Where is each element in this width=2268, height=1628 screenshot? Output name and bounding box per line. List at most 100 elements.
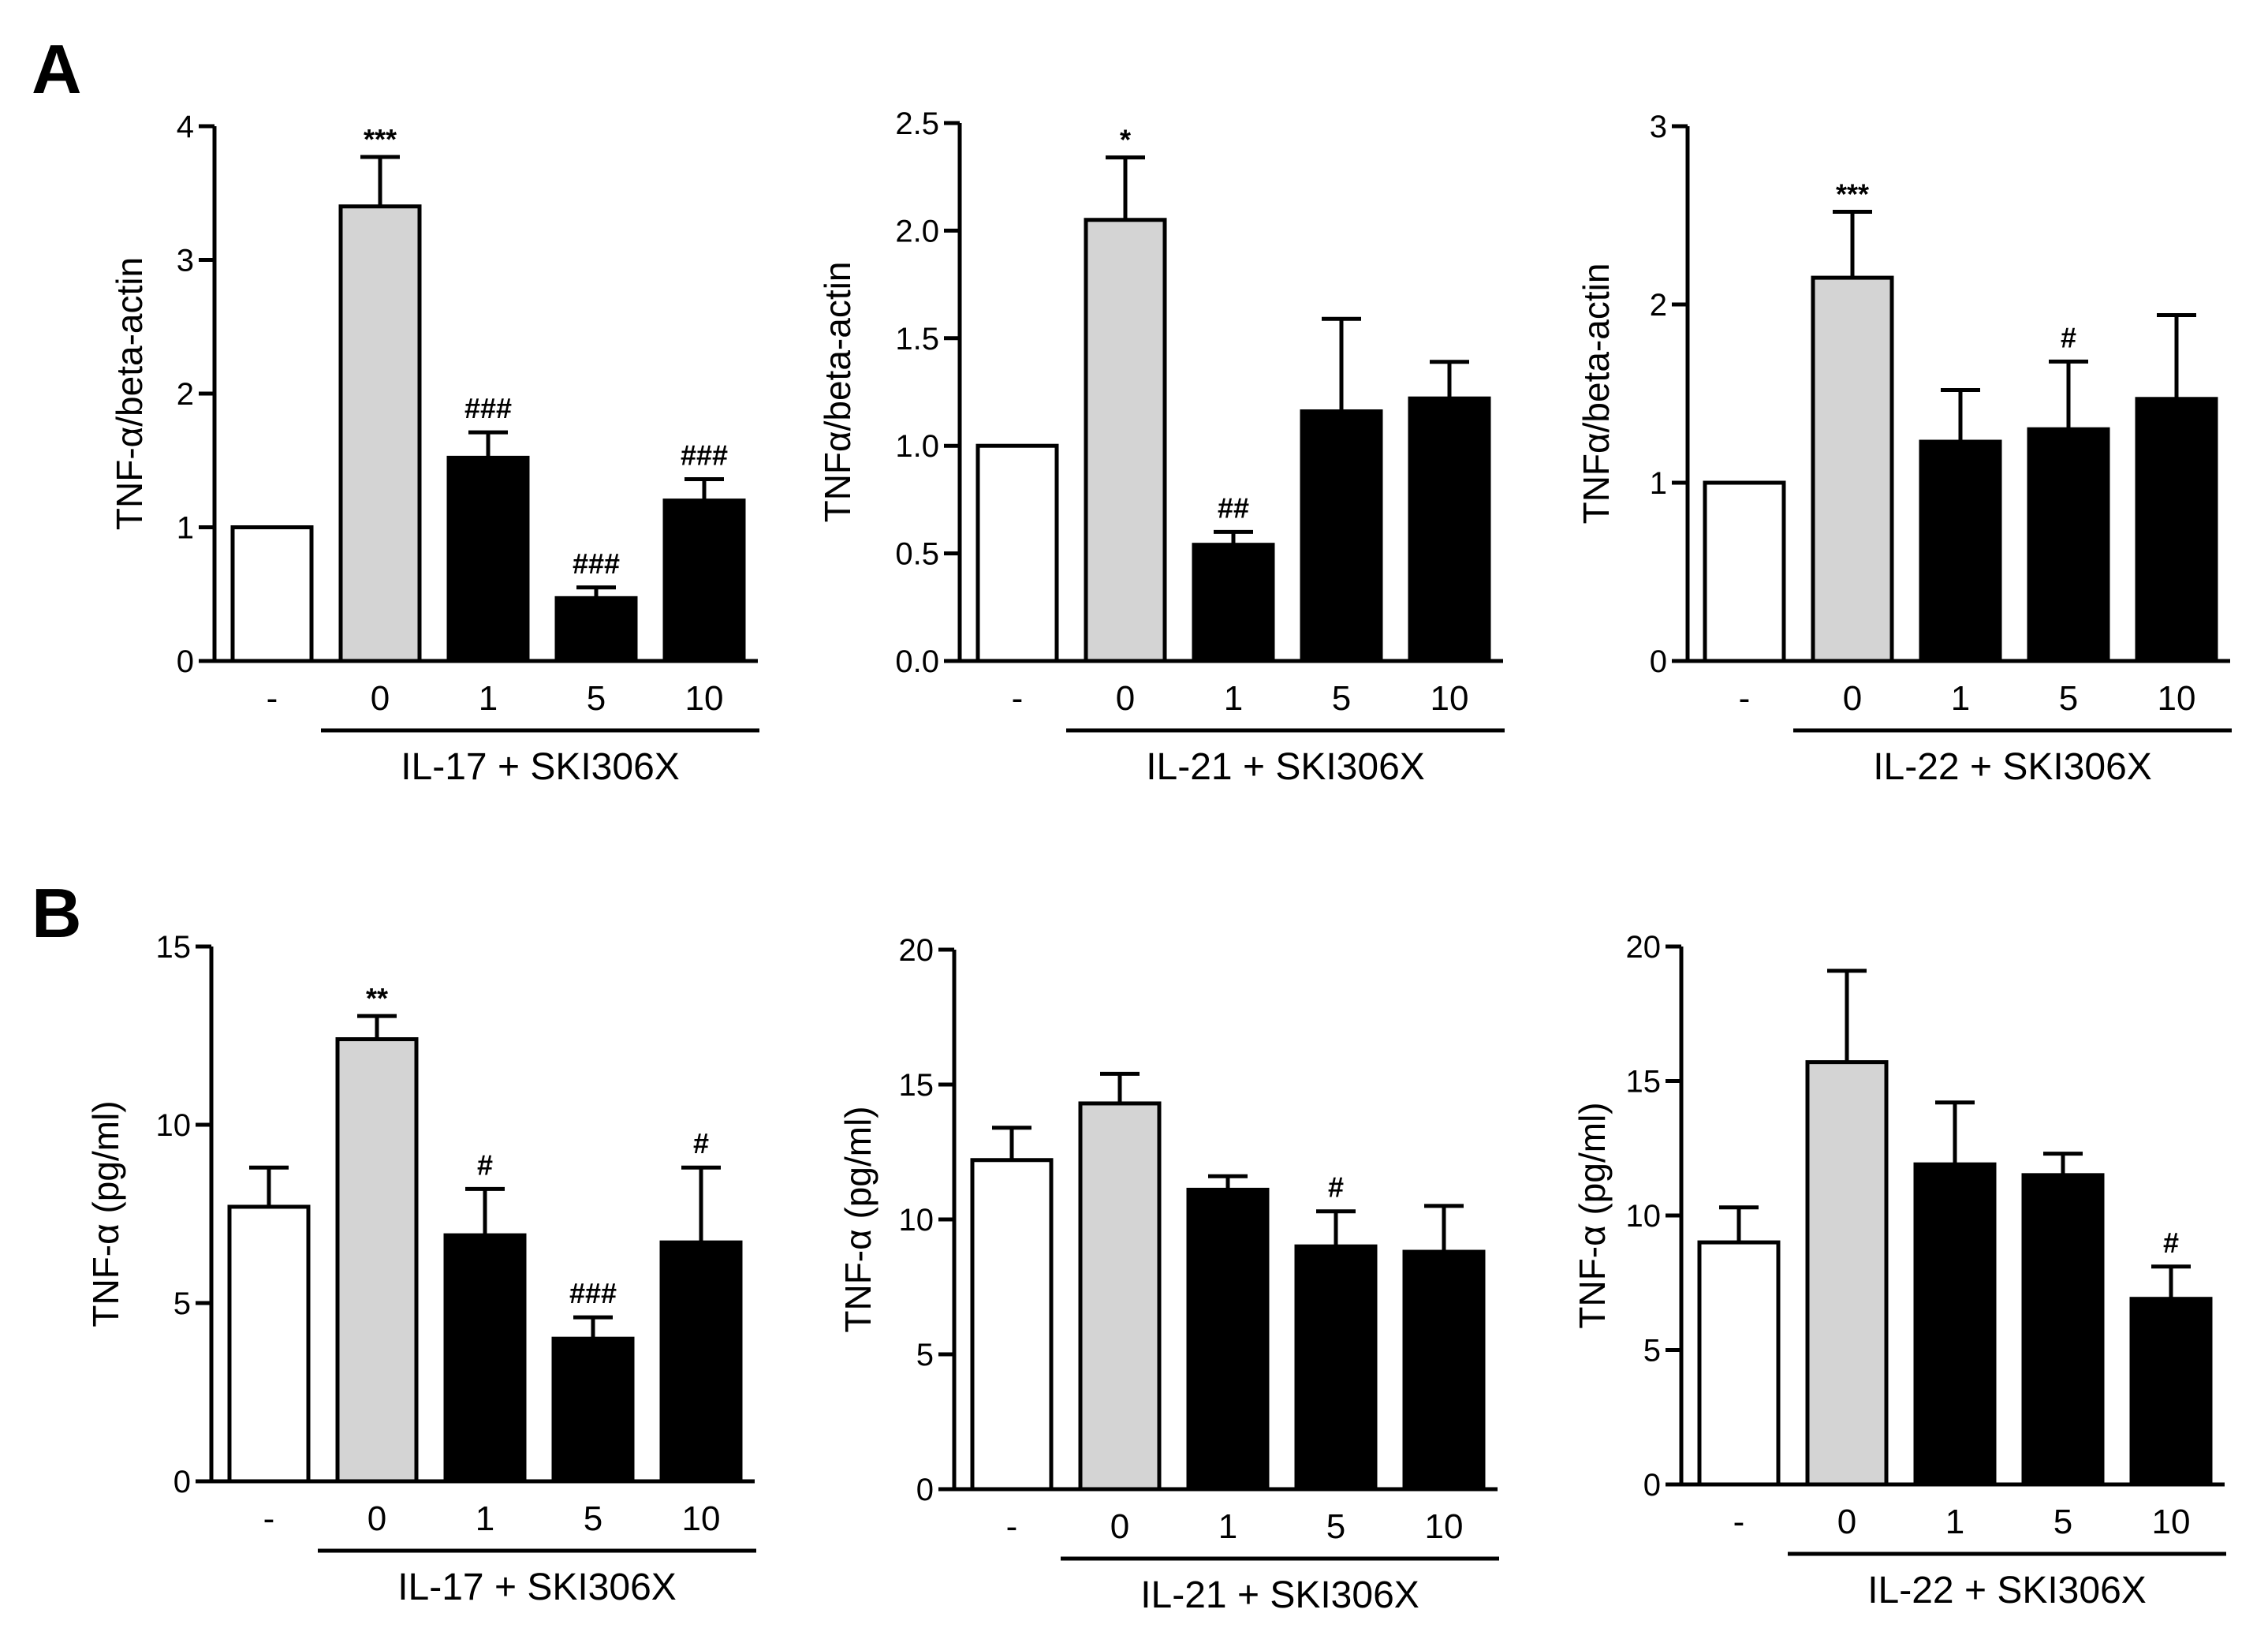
chart-2: 0.0 0.5 1.0 1.5 2.0 2.5 TNFα/beta-actin - * 0 ## 1 5…: [817, 106, 1505, 788]
y-axis-title: TNF-α (pg/ml): [1572, 1102, 1613, 1328]
significance-label: #: [2163, 1227, 2179, 1259]
bar-4: [2027, 427, 2110, 663]
bar-1: [1703, 480, 1786, 663]
x-tick-label: 1: [479, 679, 498, 718]
x-tick-label: 5: [1332, 679, 1351, 718]
x-tick-label: 10: [1425, 1507, 1464, 1546]
x-tick-label: 10: [2152, 1503, 2191, 1541]
x-tick-label: -: [1006, 1507, 1018, 1546]
group-label: IL-21 + SKI306X: [1146, 746, 1425, 788]
y-tick-label: 0.5: [895, 537, 939, 572]
x-tick-label: 5: [2059, 679, 2078, 718]
y-tick-label: 0: [173, 1465, 191, 1499]
x-tick-label: 0: [1843, 679, 1862, 718]
y-tick-label: 5: [173, 1286, 191, 1321]
x-tick-label: 1: [476, 1499, 494, 1538]
y-axis-title: TNFα/beta-actin: [817, 262, 858, 523]
group-label: IL-17 + SKI306X: [401, 746, 680, 788]
bar-2: [338, 204, 422, 663]
y-tick-label: 10: [899, 1203, 934, 1238]
x-tick-label: 10: [685, 679, 724, 718]
y-tick-label: 2.5: [895, 106, 939, 141]
x-tick-label: 1: [1224, 679, 1243, 718]
bar-3: [1919, 439, 2002, 663]
bar-4: [554, 596, 638, 663]
significance-label: ###: [573, 547, 620, 580]
x-tick-label: 5: [587, 679, 606, 718]
significance-label: **: [366, 982, 388, 1014]
significance-label: #: [1328, 1171, 1344, 1204]
y-tick-label: 1: [1650, 466, 1667, 501]
y-tick-label: 0: [916, 1473, 934, 1507]
y-tick-label: 2.0: [895, 214, 939, 248]
x-tick-label: 5: [2054, 1503, 2072, 1541]
significance-label: ###: [681, 439, 728, 471]
y-axis-title: TNF-α/beta-actin: [109, 257, 150, 530]
bar-2: [1811, 275, 1894, 663]
bar-3: [1186, 1187, 1270, 1492]
bar-5: [1408, 396, 1491, 663]
x-tick-label: -: [1733, 1503, 1745, 1541]
chart-1: 0 1 2 3 4 TNF-α/beta-actin - *** 0 ### 1 ### 5 ### 10I…: [109, 110, 759, 788]
bar-5: [2135, 397, 2218, 663]
significance-label: ###: [464, 392, 512, 424]
group-label: IL-22 + SKI306X: [1867, 1570, 2147, 1611]
significance-label: #: [2061, 321, 2076, 353]
x-tick-label: 10: [682, 1499, 721, 1538]
y-tick-label: 0.0: [895, 644, 939, 679]
y-tick-label: 2: [1650, 288, 1667, 323]
bar-1: [970, 1158, 1054, 1492]
y-tick-label: 15: [1626, 1065, 1662, 1100]
x-tick-label: -: [1012, 679, 1024, 718]
panel-label-a: A: [32, 30, 82, 108]
y-tick-label: 15: [156, 930, 192, 965]
x-tick-label: 10: [2158, 679, 2196, 718]
y-tick-label: 3: [1650, 110, 1667, 144]
bar-5: [2129, 1297, 2213, 1487]
x-tick-label: 0: [371, 679, 390, 718]
y-tick-label: 0: [1643, 1468, 1661, 1503]
y-tick-label: 1.0: [895, 429, 939, 464]
y-axis-title: TNF-α (pg/ml): [85, 1100, 126, 1327]
bar-2: [1078, 1101, 1162, 1492]
y-tick-label: 1: [177, 511, 194, 546]
significance-label: ***: [364, 123, 397, 155]
panel-label-b: B: [32, 874, 82, 952]
y-tick-label: 10: [156, 1108, 192, 1143]
bar-2: [1084, 218, 1167, 663]
bar-1: [1697, 1240, 1781, 1487]
y-tick-label: 5: [1643, 1334, 1661, 1368]
y-tick-label: 1.5: [895, 322, 939, 357]
y-tick-label: 0: [177, 644, 194, 679]
x-tick-label: 0: [367, 1499, 386, 1538]
significance-label: *: [1120, 124, 1131, 156]
bar-1: [230, 525, 314, 663]
y-tick-label: 2: [177, 377, 194, 412]
y-axis-title: TNFα/beta-actin: [1576, 263, 1617, 525]
y-tick-label: 3: [177, 244, 194, 278]
x-tick-label: 1: [1218, 1507, 1237, 1546]
x-tick-label: -: [263, 1499, 275, 1538]
y-tick-label: 4: [177, 110, 194, 144]
bar-3: [1192, 543, 1275, 663]
bar-4: [551, 1336, 635, 1484]
bar-5: [1402, 1249, 1486, 1492]
y-axis-title: TNF-α (pg/ml): [837, 1106, 878, 1332]
x-tick-label: -: [1739, 679, 1751, 718]
x-tick-label: 5: [584, 1499, 602, 1538]
x-tick-label: 0: [1110, 1507, 1129, 1546]
x-tick-label: 5: [1326, 1507, 1345, 1546]
y-tick-label: 15: [899, 1068, 934, 1103]
bar-1: [227, 1204, 311, 1484]
bar-4: [2021, 1173, 2105, 1487]
bar-4: [1300, 409, 1383, 663]
bar-5: [662, 498, 746, 663]
group-label: IL-22 + SKI306X: [1873, 746, 2152, 788]
y-tick-label: 5: [916, 1338, 934, 1372]
bar-2: [1805, 1060, 1889, 1487]
x-tick-label: 0: [1116, 679, 1135, 718]
